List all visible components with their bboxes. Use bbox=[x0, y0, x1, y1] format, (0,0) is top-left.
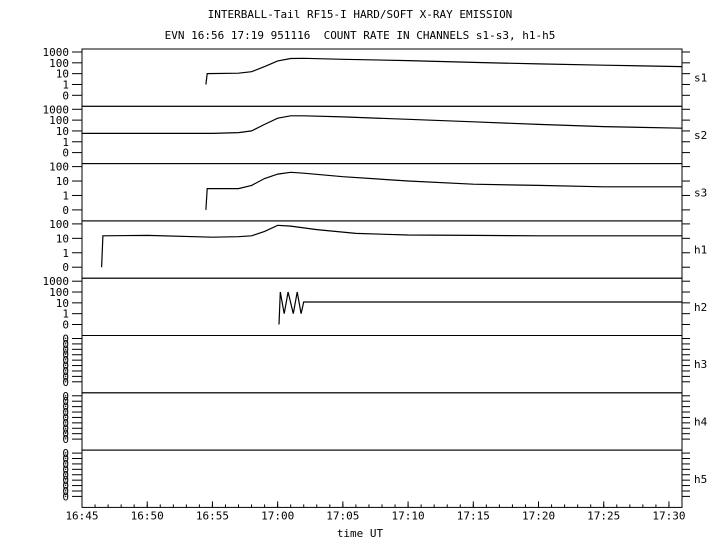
panel-frame-h5 bbox=[81, 449, 683, 508]
y-tick-label: 0 bbox=[62, 360, 69, 373]
y-tick-label: 0 bbox=[62, 411, 69, 424]
y-tick-label: 0 bbox=[62, 458, 69, 471]
y-tick-label: 1 bbox=[62, 78, 69, 91]
x-axis-label: time UT bbox=[336, 527, 384, 540]
y-tick-label: 0 bbox=[62, 428, 69, 441]
channel-label-h2: h2 bbox=[694, 301, 707, 314]
y-tick-label: 10 bbox=[56, 175, 69, 188]
y-tick-label: 0 bbox=[62, 406, 69, 419]
y-tick-label: 0 bbox=[62, 480, 69, 493]
channel-label-h4: h4 bbox=[694, 415, 708, 428]
y-tick-label: 0 bbox=[62, 453, 69, 466]
y-tick-label: 100 bbox=[49, 161, 69, 174]
x-tick-label: 17:00 bbox=[261, 509, 294, 522]
x-tick-label: 17:20 bbox=[522, 509, 555, 522]
y-tick-label: 1 bbox=[62, 136, 69, 149]
y-tick-label: 0 bbox=[62, 319, 69, 332]
panel-frame-h1 bbox=[81, 220, 683, 279]
y-tick-label: 0 bbox=[62, 447, 69, 460]
y-tick-label: 0 bbox=[62, 261, 69, 274]
y-tick-label: 0 bbox=[62, 333, 69, 346]
y-tick-label: 0 bbox=[62, 204, 69, 217]
y-tick-label: 0 bbox=[62, 474, 69, 487]
x-tick-label: 17:05 bbox=[326, 509, 359, 522]
panel-frame-h2 bbox=[81, 277, 683, 337]
y-tick-label: 100 bbox=[49, 114, 69, 127]
y-tick-label: 10 bbox=[56, 297, 69, 310]
y-tick-label: 0 bbox=[62, 417, 69, 430]
y-tick-label: 0 bbox=[62, 463, 69, 476]
channel-label-h5: h5 bbox=[694, 473, 707, 486]
series-line-h2 bbox=[278, 291, 682, 325]
y-tick-label: 0 bbox=[62, 343, 69, 356]
y-tick-label: 0 bbox=[62, 147, 69, 160]
x-tick-label: 17:25 bbox=[587, 509, 620, 522]
y-tick-label: 0 bbox=[62, 390, 69, 403]
panel-frame-s2 bbox=[81, 105, 683, 165]
y-tick-label: 1000 bbox=[43, 275, 70, 288]
y-tick-label: 10 bbox=[56, 232, 69, 245]
y-tick-label: 100 bbox=[49, 286, 69, 299]
y-tick-label: 0 bbox=[62, 401, 69, 414]
y-tick-label: 100 bbox=[49, 57, 69, 70]
y-tick-label: 0 bbox=[62, 469, 69, 482]
y-tick-label: 10 bbox=[56, 68, 69, 81]
y-tick-label: 0 bbox=[62, 338, 69, 351]
panel-frame-s3 bbox=[81, 163, 683, 222]
series-line-s2 bbox=[82, 115, 683, 134]
y-tick-label: 0 bbox=[62, 485, 69, 498]
x-tick-label: 17:10 bbox=[392, 509, 425, 522]
series-line-s1 bbox=[205, 57, 683, 85]
x-tick-label: 17:30 bbox=[652, 509, 685, 522]
series-line-h1 bbox=[101, 224, 682, 268]
chart-subtitle: EVN 16:56 17:19 951116 COUNT RATE IN CHA… bbox=[164, 29, 556, 42]
y-tick-label: 0 bbox=[62, 376, 69, 389]
y-tick-label: 1 bbox=[62, 189, 69, 202]
y-tick-label: 1 bbox=[62, 247, 69, 260]
x-tick-label: 16:50 bbox=[131, 509, 164, 522]
y-tick-label: 0 bbox=[62, 370, 69, 383]
channel-label-h3: h3 bbox=[694, 358, 707, 371]
series-line-s3 bbox=[205, 171, 682, 210]
y-tick-label: 10 bbox=[56, 125, 69, 138]
y-tick-label: 0 bbox=[62, 490, 69, 503]
y-tick-label: 1000 bbox=[43, 46, 70, 59]
y-tick-label: 1000 bbox=[43, 103, 70, 116]
panel-frame-h4 bbox=[81, 392, 683, 451]
panel-frame-s1 bbox=[81, 48, 683, 107]
panel-frame-h3 bbox=[81, 335, 683, 394]
y-tick-label: 1 bbox=[62, 308, 69, 321]
channel-label-h1: h1 bbox=[694, 244, 707, 257]
y-tick-label: 0 bbox=[62, 433, 69, 446]
x-tick-label: 16:55 bbox=[196, 509, 229, 522]
channel-label-s1: s1 bbox=[694, 72, 707, 85]
x-tick-label: 16:45 bbox=[65, 509, 98, 522]
y-tick-label: 0 bbox=[62, 349, 69, 362]
y-tick-label: 0 bbox=[62, 354, 69, 367]
chart-title: INTERBALL-Tail RF15-I HARD/SOFT X-RAY EM… bbox=[207, 8, 513, 21]
y-tick-label: 0 bbox=[62, 395, 69, 408]
y-tick-label: 100 bbox=[49, 218, 69, 231]
y-tick-label: 0 bbox=[62, 365, 69, 378]
channel-label-s2: s2 bbox=[694, 129, 707, 142]
y-tick-label: 0 bbox=[62, 89, 69, 102]
x-tick-label: 17:15 bbox=[457, 509, 490, 522]
channel-label-s3: s3 bbox=[694, 186, 707, 199]
y-tick-label: 0 bbox=[62, 422, 69, 435]
